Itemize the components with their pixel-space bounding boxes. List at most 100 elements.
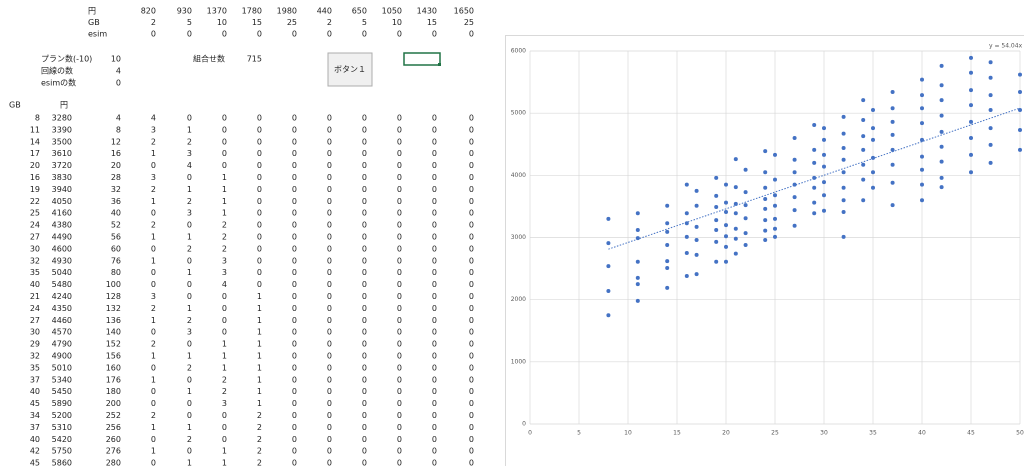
cell: 0 xyxy=(397,209,402,218)
point xyxy=(773,193,777,198)
point xyxy=(694,252,699,257)
cell: 0 xyxy=(362,423,367,432)
cell: 0 xyxy=(397,233,402,242)
point xyxy=(988,142,993,147)
cell: 0 xyxy=(469,292,474,301)
point xyxy=(733,157,738,162)
cell: 1 xyxy=(151,233,156,242)
cell: 4460 xyxy=(52,316,72,325)
y-tick-label: 3000 xyxy=(511,234,526,241)
point xyxy=(743,216,748,221)
cell: 0 xyxy=(222,316,227,325)
cell: 0 xyxy=(362,363,367,372)
cell: 0 xyxy=(292,340,297,349)
cell: 0 xyxy=(292,304,297,313)
cell: 276 xyxy=(106,447,121,456)
cell: 0 xyxy=(362,459,367,466)
cell: 4050 xyxy=(52,197,72,206)
cell: 0 xyxy=(432,352,437,361)
cell: 0 xyxy=(257,137,262,146)
point xyxy=(920,182,924,187)
cell: 0 xyxy=(362,447,367,456)
cell: 0 xyxy=(327,459,332,466)
cell: 0 xyxy=(327,209,332,218)
cell: 0 xyxy=(362,221,367,230)
cell: 0 xyxy=(432,292,437,301)
cell: 0 xyxy=(292,447,297,456)
point xyxy=(773,226,777,231)
point xyxy=(635,259,640,264)
cell: 0 xyxy=(187,256,192,265)
cell: 0 xyxy=(257,244,262,253)
point xyxy=(684,182,689,187)
cell: 0 xyxy=(397,268,402,277)
point xyxy=(763,218,768,223)
cell: 0 xyxy=(292,399,297,408)
cell: 2 xyxy=(257,423,262,432)
selected-cell[interactable] xyxy=(403,52,441,66)
chart-area[interactable] xyxy=(505,35,1024,466)
cell: 0 xyxy=(222,411,227,420)
cell: 1 xyxy=(222,340,227,349)
cell: 2 xyxy=(222,233,227,242)
cell: 1 xyxy=(187,352,192,361)
point xyxy=(988,108,993,113)
cell: 0 xyxy=(362,173,367,182)
cell: 0 xyxy=(187,30,192,39)
x-tick-label: 30 xyxy=(820,430,828,437)
cell: 0 xyxy=(397,363,402,372)
cell: 11 xyxy=(30,125,40,134)
cell: 0 xyxy=(469,149,474,158)
cell: 45 xyxy=(30,459,40,466)
cell: 0 xyxy=(257,280,262,289)
cell: 0 xyxy=(327,423,332,432)
cell: 0 xyxy=(362,114,367,123)
point xyxy=(743,190,748,195)
point xyxy=(890,90,895,95)
cell: 0 xyxy=(469,363,474,372)
cell: 0 xyxy=(397,137,402,146)
point xyxy=(841,157,846,162)
point xyxy=(939,175,944,180)
cell: 0 xyxy=(432,399,437,408)
cell: 42 xyxy=(30,447,40,456)
cell: 1 xyxy=(187,459,192,466)
cell: 0 xyxy=(397,459,402,466)
point xyxy=(871,137,875,142)
macro-button[interactable] xyxy=(327,52,373,87)
cell: 37 xyxy=(30,375,40,384)
cell: 0 xyxy=(432,459,437,466)
cell: 0 xyxy=(362,280,367,289)
point xyxy=(822,126,826,131)
point xyxy=(733,185,738,190)
cell: 0 xyxy=(362,399,367,408)
cell: 5 xyxy=(362,18,367,27)
point xyxy=(871,108,875,113)
cell: 128 xyxy=(106,292,121,301)
cell: 1430 xyxy=(417,7,437,16)
cell: 5450 xyxy=(52,387,72,396)
cell: 1 xyxy=(257,363,262,372)
cell: 2 xyxy=(187,244,192,253)
cell: 0 xyxy=(469,256,474,265)
cell: 0 xyxy=(432,173,437,182)
fill-handle[interactable] xyxy=(438,63,441,66)
cell: 0 xyxy=(362,149,367,158)
cell: 0 xyxy=(469,233,474,242)
cell: 0 xyxy=(327,233,332,242)
cell: 16 xyxy=(30,173,40,182)
row-label: esim xyxy=(88,30,107,39)
point xyxy=(606,241,611,246)
point xyxy=(743,167,748,172)
point xyxy=(763,196,768,201)
cell: 0 xyxy=(187,280,192,289)
point xyxy=(812,200,817,205)
cell: 1 xyxy=(222,185,227,194)
button-label[interactable]: ボタン１ xyxy=(334,65,366,74)
cell: 1 xyxy=(257,399,262,408)
cell: 0 xyxy=(187,114,192,123)
cell: 0 xyxy=(469,304,474,313)
cell: 0 xyxy=(327,137,332,146)
cell: 1 xyxy=(222,363,227,372)
cell: 0 xyxy=(469,435,474,444)
